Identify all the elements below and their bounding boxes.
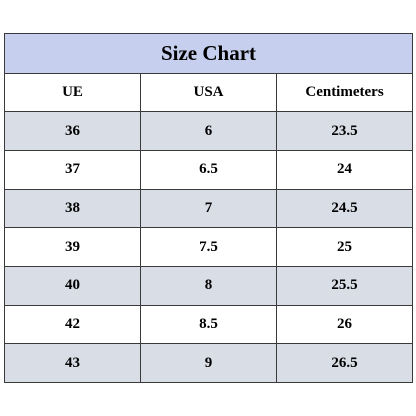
cell-ue: 38 (4, 188, 141, 229)
cell-centimeters: 25.5 (275, 265, 414, 306)
cell-usa: 7.5 (140, 227, 277, 267)
cell-usa: 6.5 (140, 149, 277, 190)
cell-ue: 36 (4, 111, 141, 151)
cell-ue: 37 (4, 149, 141, 190)
cell-usa: 8.5 (140, 304, 277, 345)
cell-ue: 39 (4, 227, 141, 267)
table-row: 42 8.5 26 (4, 304, 414, 345)
column-header-usa: USA (140, 72, 277, 113)
table-row: 37 6.5 24 (4, 149, 414, 190)
cell-usa: 7 (140, 188, 277, 229)
table-row: 38 7 24.5 (4, 188, 414, 229)
table-row: 36 6 23.5 (4, 111, 414, 151)
cell-ue: 43 (4, 343, 141, 383)
cell-centimeters: 26 (275, 304, 414, 345)
table-row: 39 7.5 25 (4, 227, 414, 267)
header-row: UE USA Centimeters (4, 72, 414, 113)
cell-centimeters: 24.5 (275, 188, 414, 229)
cell-centimeters: 26.5 (275, 343, 414, 383)
cell-ue: 42 (4, 304, 141, 345)
column-header-ue: UE (4, 72, 141, 113)
table-row: 40 8 25.5 (4, 265, 414, 306)
cell-centimeters: 23.5 (275, 111, 414, 151)
cell-usa: 8 (140, 265, 277, 306)
column-header-centimeters: Centimeters (275, 72, 414, 113)
cell-centimeters: 24 (275, 149, 414, 190)
size-chart-table: Size Chart UE USA Centimeters 36 6 23.5 … (3, 33, 414, 383)
cell-centimeters: 25 (275, 227, 414, 267)
cell-usa: 9 (140, 343, 277, 383)
title-row: Size Chart (3, 33, 414, 74)
table-row: 43 9 26.5 (4, 343, 414, 383)
table-title: Size Chart (3, 33, 414, 74)
cell-ue: 40 (4, 265, 141, 306)
cell-usa: 6 (140, 111, 277, 151)
